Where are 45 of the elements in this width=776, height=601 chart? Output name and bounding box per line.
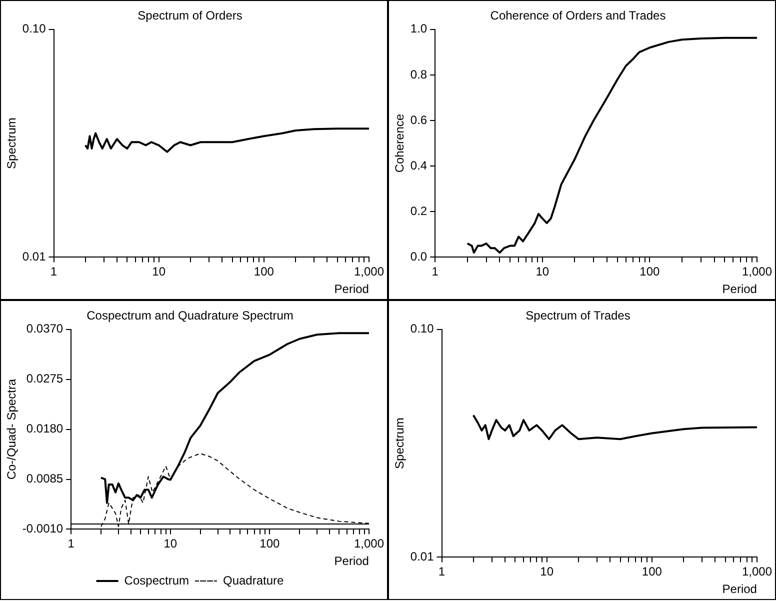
chart-title: Cospectrum and Quadrature Spectrum xyxy=(86,308,294,323)
y-tick-label: 0.6 xyxy=(410,112,428,127)
x-tick-label: 1 xyxy=(432,264,439,279)
x-axis-title: Period xyxy=(722,282,757,296)
y-tick-label: 1.0 xyxy=(410,22,428,36)
x-tick-label: 1,000 xyxy=(742,264,772,279)
y-tick-label: 0.0275 xyxy=(26,372,64,386)
y-tick-label: 0.10 xyxy=(410,322,434,336)
y-tick-label: 0.0085 xyxy=(26,472,64,486)
y-tick-label: 0.0370 xyxy=(26,322,64,336)
y-tick-label: 0.10 xyxy=(22,22,46,36)
x-tick-label: 10 xyxy=(164,536,178,551)
y-axis-title: Spectrum xyxy=(4,118,19,169)
y-tick-label: 0.0 xyxy=(410,250,428,264)
x-axis-title: Period xyxy=(334,282,369,296)
y-tick-label: 0.2 xyxy=(410,204,428,218)
x-tick-label: 100 xyxy=(640,264,660,279)
y-tick-label: 0.0180 xyxy=(26,422,64,436)
x-tick-label: 1,000 xyxy=(354,264,384,279)
x-tick-label: 1 xyxy=(68,536,75,551)
y-tick-label: -0.0010 xyxy=(22,522,64,536)
y-tick-label: 0.4 xyxy=(410,158,428,172)
x-tick-label: 100 xyxy=(260,536,280,551)
y-tick-label: 0.01 xyxy=(410,550,434,564)
x-tick-label: 10 xyxy=(540,564,554,579)
legend-label: Cospectrum xyxy=(124,573,189,588)
x-axis-title: Period xyxy=(722,582,757,596)
y-tick-label: 0.8 xyxy=(410,67,428,82)
x-tick-label: 10 xyxy=(536,264,550,279)
chart-title: Spectrum of Orders xyxy=(138,8,242,23)
chart-title: Coherence of Orders and Trades xyxy=(490,8,666,23)
x-tick-label: 1,000 xyxy=(742,564,772,579)
legend-label: Quadrature xyxy=(222,573,284,588)
y-axis-title: Coherence xyxy=(392,114,407,173)
x-tick-label: 10 xyxy=(152,264,166,279)
y-axis-title: Co-/Quad- Spectra xyxy=(4,378,19,480)
x-tick-label: 1 xyxy=(438,564,446,579)
x-axis-title: Period xyxy=(334,554,369,568)
x-tick-label: 100 xyxy=(642,564,662,579)
chart-title: Spectrum of Trades xyxy=(526,308,630,323)
x-tick-label: 100 xyxy=(254,264,274,279)
y-tick-label: 0.01 xyxy=(22,250,46,264)
y-axis-title: Spectrum xyxy=(392,418,407,469)
x-tick-label: 1 xyxy=(50,264,58,279)
x-tick-label: 1,000 xyxy=(354,536,384,551)
